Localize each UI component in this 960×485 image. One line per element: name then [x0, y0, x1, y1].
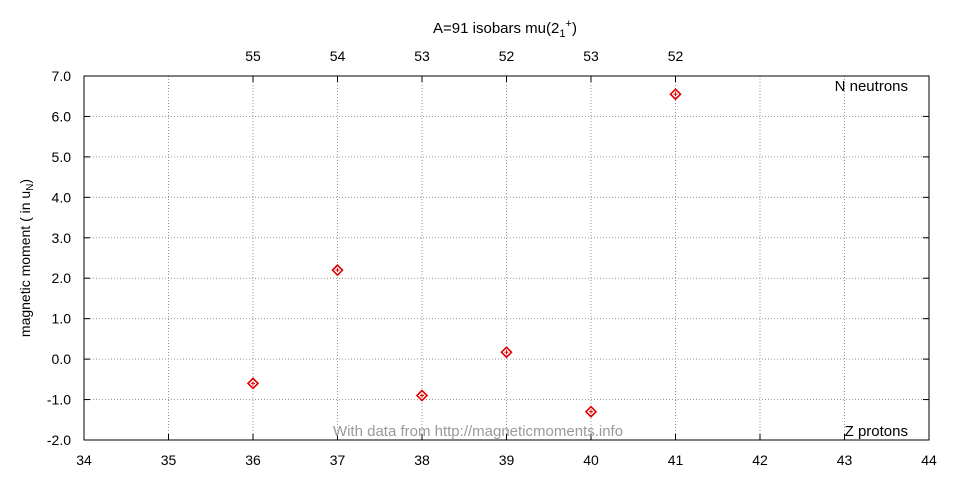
x-tick-label: 38	[414, 452, 430, 468]
x-tick-label: 41	[668, 452, 684, 468]
data-point	[331, 264, 344, 277]
y-tick-label: 2.0	[52, 270, 72, 286]
x-tick-label: 43	[837, 452, 853, 468]
x-tick-label: 36	[245, 452, 261, 468]
x-tick-label: 44	[921, 452, 937, 468]
data-point	[246, 377, 260, 390]
data-point	[584, 405, 598, 418]
chart-title: A=91 isobars mu(21+)	[433, 18, 577, 40]
ticks: 34 35 36 37 38 39 40 41 42 43 44 -2.0 -1.0 0.0 1.0 2.0 3…	[47, 48, 937, 468]
watermark: With data from http://magneticmoments.in…	[333, 423, 623, 440]
y-tick-label: -2.0	[47, 432, 71, 448]
x-tick-label: 42	[752, 452, 768, 468]
x-tick-label: 37	[330, 452, 346, 468]
y-tick-label: 6.0	[52, 108, 72, 124]
y-tick-label: 3.0	[52, 230, 72, 246]
top-tick-label: 54	[330, 48, 346, 64]
data-point	[415, 389, 429, 402]
y-tick-label: 0.0	[52, 351, 72, 367]
bottom-axis-note: Z protons	[845, 423, 908, 440]
x-tick-label: 40	[583, 452, 599, 468]
y-tick-label: -1.0	[47, 392, 71, 408]
y-tick-label: 4.0	[52, 189, 72, 205]
top-tick-label: 52	[499, 48, 515, 64]
y-tick-label: 7.0	[52, 68, 72, 84]
y-axis-label: magnetic moment ( in uN)	[17, 179, 36, 337]
data-point	[669, 88, 682, 101]
grid	[84, 76, 929, 440]
y-tick-label: 5.0	[52, 149, 72, 165]
data-point	[500, 346, 513, 359]
top-tick-label: 52	[668, 48, 684, 64]
x-tick-label: 39	[499, 452, 515, 468]
top-tick-label: 53	[414, 48, 430, 64]
data-points	[246, 88, 682, 418]
top-axis-note: N neutrons	[835, 78, 908, 95]
x-tick-label: 34	[76, 452, 92, 468]
top-tick-label: 55	[245, 48, 261, 64]
y-tick-label: 1.0	[52, 311, 72, 327]
x-tick-label: 35	[161, 452, 177, 468]
top-tick-label: 53	[583, 48, 599, 64]
